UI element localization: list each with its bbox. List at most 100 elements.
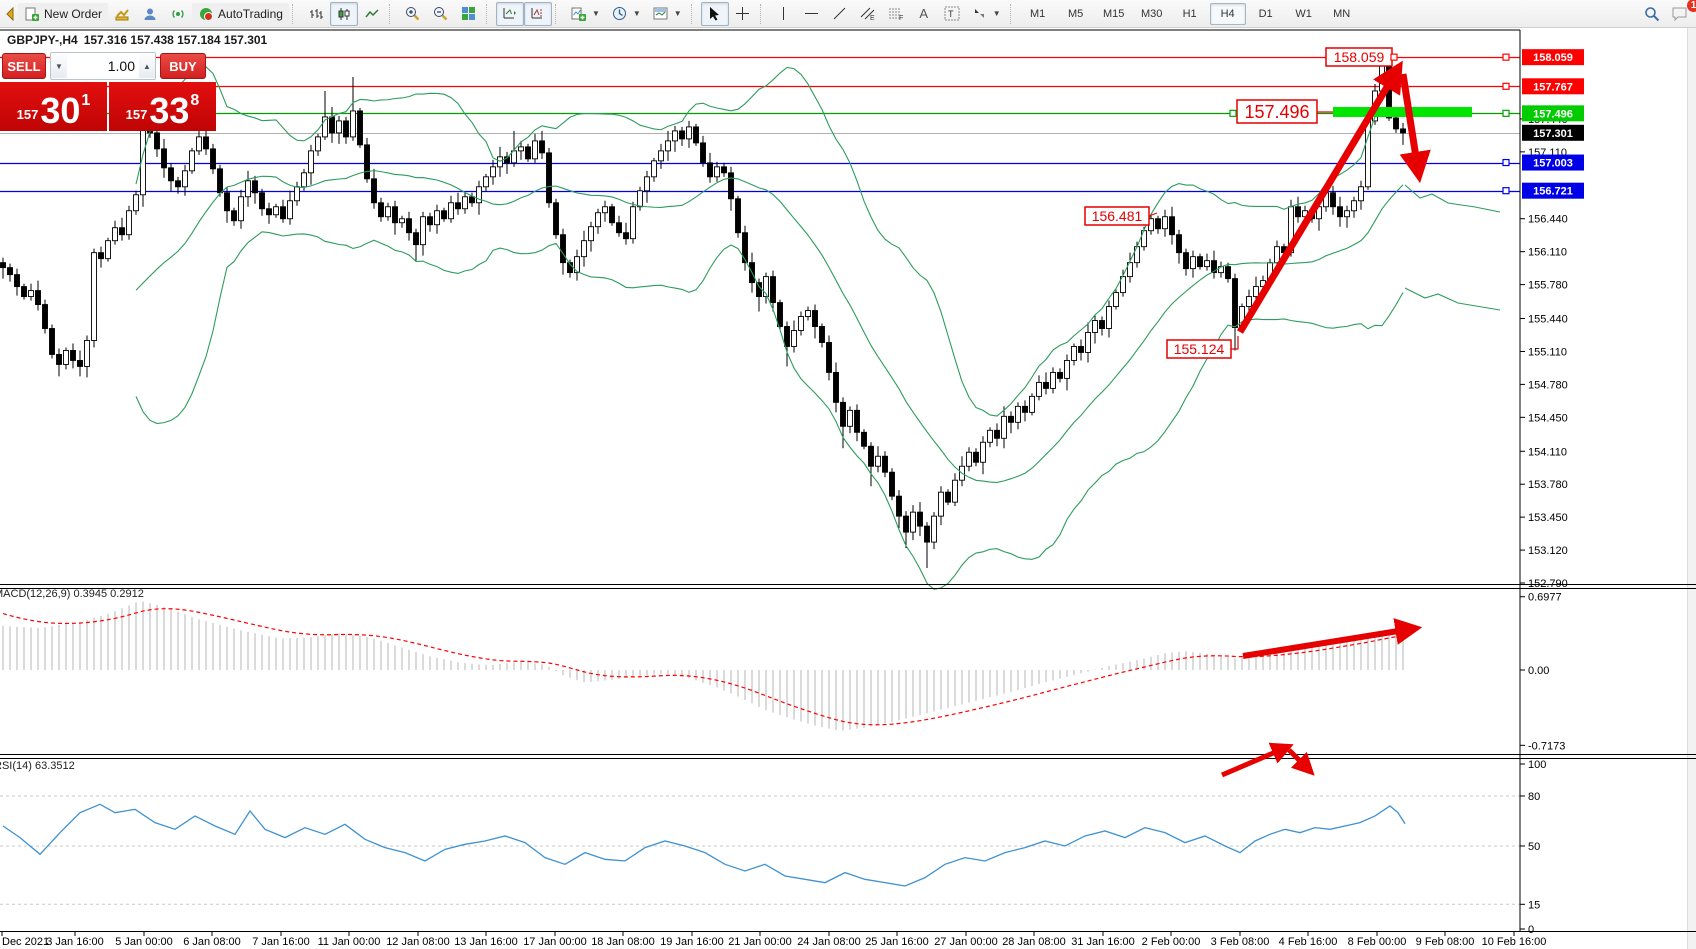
annotations-layer: 158.059 157.496 156.481 155.124: [1084, 47, 1510, 778]
chart-shift-icon: [530, 6, 546, 22]
sell-price-prefix: 157: [16, 107, 39, 122]
volume-decrease-button[interactable]: ▼: [51, 54, 67, 78]
svg-text:0.6977: 0.6977: [1528, 592, 1562, 604]
new-order-label: New Order: [44, 6, 103, 21]
market-watch-icon-button[interactable]: [108, 2, 136, 26]
svg-text:155.110: 155.110: [1528, 346, 1567, 358]
svg-text:157.496: 157.496: [1533, 108, 1573, 120]
zoom-in-button[interactable]: [399, 2, 427, 26]
timeframe-button-H1[interactable]: H1: [1182, 7, 1197, 20]
vertical-line-button[interactable]: [770, 2, 798, 26]
x-axis-label: 9 Feb 08:00: [1416, 936, 1475, 948]
price-trend-arrow[interactable]: [1236, 60, 1403, 334]
buy-button[interactable]: BUY: [160, 53, 206, 79]
svg-text:155.780: 155.780: [1528, 280, 1568, 292]
timeframe-button-M30[interactable]: M30: [1140, 7, 1163, 20]
window-scrollbar[interactable]: [1687, 28, 1696, 949]
svg-text:154.450: 154.450: [1528, 412, 1568, 424]
autotrading-button[interactable]: AutoTrading: [192, 2, 289, 25]
tile-windows-button[interactable]: [455, 2, 483, 26]
macd-signal-line: [2, 608, 1404, 726]
new-order-button[interactable]: New Order: [18, 2, 109, 25]
search-button[interactable]: [1638, 2, 1666, 26]
x-axis-label: 21 Jan 00:00: [728, 936, 792, 948]
buy-price-panel[interactable]: 157 33 8: [109, 82, 216, 131]
x-axis-label: 11 Jan 00:00: [318, 936, 381, 948]
arrows-button[interactable]: ▼: [966, 2, 1007, 26]
main-chart-layer: [0, 56, 1520, 590]
zoom-out-icon: [433, 6, 449, 22]
svg-text:158.059: 158.059: [1533, 52, 1573, 64]
svg-text:100: 100: [1528, 759, 1546, 771]
crosshair-button[interactable]: [729, 2, 757, 26]
alerts-icon-button[interactable]: [164, 2, 192, 26]
zoom-out-button[interactable]: [427, 2, 455, 26]
text-button[interactable]: A: [910, 2, 938, 26]
text-icon: A: [919, 6, 929, 21]
sell-price-panel[interactable]: 157 30 1: [0, 82, 107, 131]
svg-text:153.780: 153.780: [1528, 479, 1568, 491]
svg-text:156.721: 156.721: [1533, 186, 1573, 198]
svg-text:T: T: [948, 9, 954, 19]
x-axis-label: 27 Jan 00:00: [934, 936, 998, 948]
line-chart-button[interactable]: [358, 2, 386, 26]
timeframe-button-M5[interactable]: M5: [1068, 7, 1084, 20]
timeframe-button-MN[interactable]: MN: [1333, 7, 1351, 20]
toolbar-separator: [1009, 3, 1017, 24]
svg-text:15: 15: [1528, 899, 1540, 911]
svg-text:157.767: 157.767: [1533, 81, 1573, 93]
notifications-button[interactable]: 1: [1666, 0, 1696, 26]
indicators-button[interactable]: ▼: [565, 2, 606, 26]
timeframe-button-M1[interactable]: M1: [1030, 7, 1046, 20]
x-axis-label: 8 Feb 00:00: [1348, 936, 1407, 948]
band-tail-middle: [1404, 287, 1501, 311]
cursor-button[interactable]: [700, 1, 729, 26]
line-handle: [1390, 53, 1398, 61]
auto-scroll-button[interactable]: [495, 1, 524, 26]
volume-input[interactable]: [67, 54, 139, 78]
price-annotation-label[interactable]: 156.481: [1084, 206, 1150, 226]
trendline-button[interactable]: [826, 2, 854, 26]
chart-shift-button[interactable]: [523, 1, 552, 26]
timeframe-button-H4[interactable]: H4: [1209, 2, 1246, 25]
templates-button[interactable]: ▼: [647, 2, 688, 26]
macd-values: 0.3945 0.2912: [73, 588, 144, 600]
svg-text:153.450: 153.450: [1528, 512, 1568, 524]
macd-trend-arrow: [1242, 618, 1423, 659]
price-annotation-label[interactable]: 158.059: [1325, 47, 1393, 67]
svg-text:F: F: [899, 15, 903, 21]
fibonacci-button[interactable]: F: [882, 2, 910, 26]
svg-text:155.124: 155.124: [1174, 341, 1225, 357]
main-toolbar: New Order AutoTrading: [0, 0, 1696, 28]
horizontal-line-button[interactable]: [798, 2, 826, 26]
price-annotation-label[interactable]: 155.124: [1166, 339, 1232, 359]
timeframe-button-M15[interactable]: M15: [1102, 7, 1125, 20]
svg-text:154.780: 154.780: [1528, 379, 1568, 391]
chart-title: GBPJPY-,H4 157.316 157.438 157.184 157.30…: [7, 33, 273, 47]
sell-button[interactable]: SELL: [2, 53, 46, 79]
price-trend-arrow[interactable]: [1399, 73, 1431, 184]
equidistant-channel-button[interactable]: E: [854, 2, 882, 26]
profile-icon-button[interactable]: [136, 2, 164, 26]
periods-button[interactable]: ▼: [606, 2, 647, 26]
price-tag: [1522, 182, 1584, 199]
bollinger-middle-band: [135, 170, 1404, 483]
timeframe-button-D1[interactable]: D1: [1258, 7, 1273, 20]
volume-increase-button[interactable]: ▲: [139, 54, 155, 78]
price-annotation-label[interactable]: 157.496: [1236, 99, 1318, 124]
indicators-icon: [571, 6, 587, 22]
text-label-button[interactable]: T: [938, 2, 966, 26]
price-tag: [1522, 78, 1584, 95]
fibonacci-icon: F: [888, 6, 904, 22]
x-axis-label: 5 Jan 00:00: [115, 936, 173, 948]
macd-panel-layer: [2, 601, 1404, 731]
bar-chart-button[interactable]: [302, 2, 330, 26]
svg-text:-0.7173: -0.7173: [1528, 740, 1565, 752]
candlestick-chart-button[interactable]: [329, 1, 358, 26]
rsi-trend-arrow: [1287, 748, 1315, 776]
price-tag: [1522, 124, 1584, 141]
timeframe-button-W1[interactable]: W1: [1295, 7, 1312, 20]
svg-text:157.301: 157.301: [1533, 128, 1573, 140]
svg-text:0.00: 0.00: [1528, 665, 1549, 677]
